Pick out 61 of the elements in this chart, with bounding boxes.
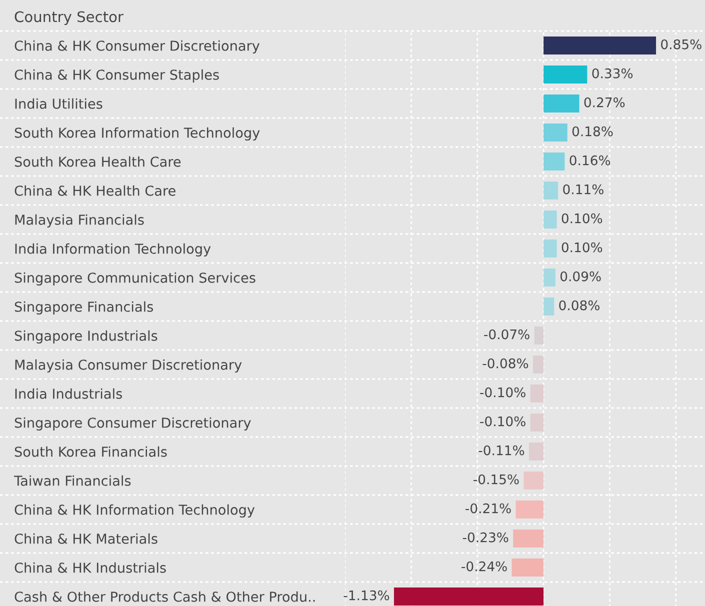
y-tick-label: China & HK Consumer Staples — [14, 69, 219, 82]
data-label: -1.13% — [344, 590, 390, 600]
y-tick-label: Taiwan Financials — [14, 475, 131, 486]
bar — [513, 530, 544, 548]
bar — [528, 442, 544, 460]
y-tick-label: China & HK Industrials — [14, 562, 166, 573]
data-label: -0.15% — [473, 474, 519, 484]
bar — [532, 356, 544, 374]
data-label: -0.21% — [466, 503, 511, 514]
data-label: 0.09% — [560, 271, 601, 282]
data-label: 0.16% — [570, 155, 610, 166]
y-tick-label: South Korea Health Care — [14, 156, 181, 167]
bar — [544, 210, 557, 228]
y-tick-label: China & HK Information Technology — [14, 504, 255, 518]
bar — [544, 66, 588, 84]
data-label: 0.11% — [563, 184, 604, 194]
bar — [394, 588, 544, 606]
data-label: -0.24% — [462, 561, 507, 572]
bar — [524, 472, 544, 490]
y-tick-label: Singapore Industrials — [14, 330, 158, 344]
data-label: -0.10% — [480, 387, 526, 398]
data-label: -0.08% — [482, 358, 528, 368]
bar — [544, 298, 554, 316]
y-tick-label: India Industrials — [15, 388, 122, 399]
y-tick-label: Malaysia Consumer Discretionary — [15, 359, 242, 372]
y-tick-label: China & HK Health Care — [14, 185, 176, 196]
bar — [530, 414, 544, 432]
data-label: 0.10% — [562, 213, 602, 224]
bar — [544, 152, 565, 170]
y-tick-label: China & HK Consumer Discretionary — [14, 40, 260, 54]
bar — [544, 36, 656, 54]
bar — [534, 326, 544, 344]
data-label: 0.85% — [661, 39, 702, 50]
bar — [544, 268, 556, 286]
data-label: -0.11% — [478, 445, 524, 456]
data-label: 0.33% — [592, 68, 633, 78]
data-label: -0.07% — [484, 329, 530, 340]
bar — [544, 240, 557, 258]
y-tick-label: China & HK Materials — [14, 533, 158, 544]
y-tick-label: India Utilities — [15, 98, 102, 109]
y-tick-label: Malaysia Financials — [15, 214, 144, 228]
data-label: -0.10% — [480, 416, 526, 426]
y-tick-label: India Information Technology — [15, 243, 211, 256]
y-tick-label: Singapore Consumer Discretionary — [14, 417, 251, 430]
y-tick-label: Singapore Financials — [14, 301, 154, 314]
bar — [512, 558, 544, 576]
data-label: 0.08% — [559, 300, 600, 310]
bar — [544, 182, 558, 200]
bar — [530, 384, 544, 402]
bar — [544, 94, 580, 112]
bar — [544, 124, 568, 142]
y-tick-label: Singapore Communication Services — [14, 272, 256, 286]
data-label: 0.10% — [562, 242, 602, 252]
bar — [516, 500, 544, 518]
data-label: 0.27% — [584, 97, 625, 108]
data-label: -0.23% — [462, 532, 508, 542]
data-label: 0.18% — [572, 126, 613, 136]
y-tick-label: South Korea Information Technology — [14, 127, 260, 140]
y-tick-label: Cash & Other Products Cash & Other Produ.. — [14, 591, 315, 602]
text: Country Sector — [14, 11, 124, 26]
y-tick-label: South Korea Financials — [14, 446, 167, 457]
